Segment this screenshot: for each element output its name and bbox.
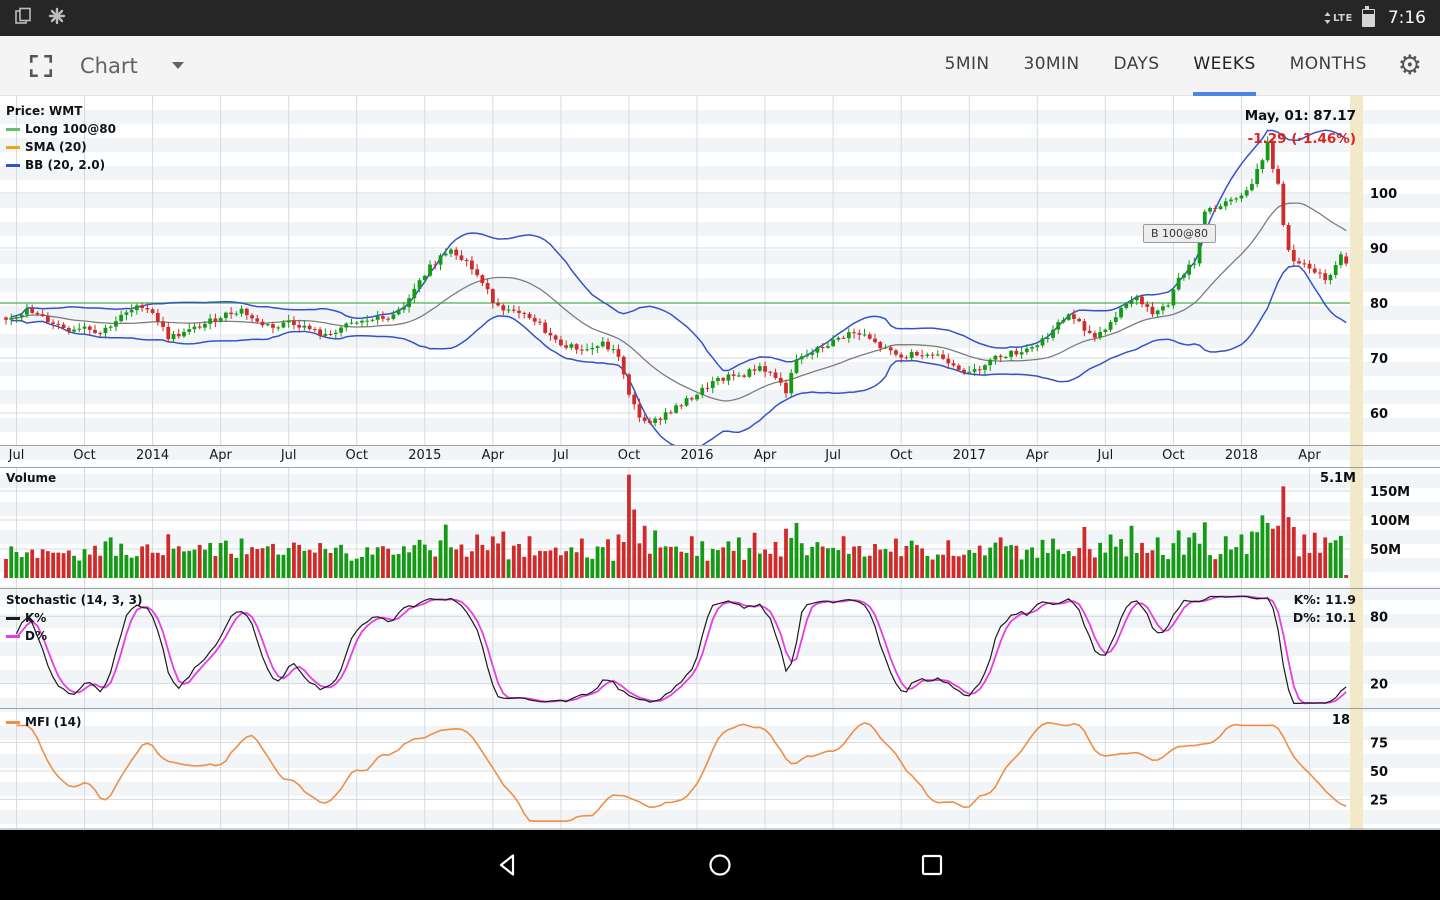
svg-text:Apr: Apr [1298, 448, 1321, 463]
android-nav-bar [0, 830, 1440, 900]
timeframe-tabs: 5MIN 30MIN DAYS WEEKS MONTHS [928, 36, 1384, 96]
stochastic-values: K%: 11.9 D%: 10.1 [1293, 591, 1356, 627]
chevron-down-icon [171, 62, 184, 69]
k-percent-value: K%: 11.9 [1293, 592, 1356, 607]
svg-text:25: 25 [1370, 794, 1388, 809]
legend-bollinger: BB (20, 2.0) [6, 156, 116, 174]
price-quote: May, 01: 87.17 -1.29 (-1.46%) [1245, 108, 1356, 147]
legend-mfi: MFI (14) [6, 713, 81, 731]
lte-signal-icon: LTE [1324, 12, 1353, 24]
svg-text:75: 75 [1370, 737, 1388, 752]
chart-canvas[interactable]: Jul Oct 2014 Apr Jul Oct 2015 Apr Jul Oct 2016 Apr J… [0, 96, 1440, 830]
nav-back-icon[interactable] [495, 852, 521, 878]
chart-type-label: Chart [80, 53, 138, 78]
svg-text:100M: 100M [1370, 514, 1410, 529]
svg-text:60: 60 [1370, 407, 1388, 422]
tab-months[interactable]: MONTHS [1289, 53, 1367, 74]
svg-text:150M: 150M [1370, 485, 1410, 500]
d-line-swatch [6, 634, 20, 638]
svg-text:Apr: Apr [482, 448, 505, 463]
legend-k-percent: K% [6, 609, 143, 627]
mfi-current-value: 18 [1331, 713, 1350, 728]
volume-pane-title: Volume [6, 471, 57, 485]
mfi-swatch [6, 720, 20, 724]
svg-text:20: 20 [1370, 678, 1388, 693]
svg-text:Oct: Oct [890, 448, 912, 463]
notification-flower-icon [48, 7, 66, 29]
chart-area: Jul Oct 2014 Apr Jul Oct 2015 Apr Jul Oct 2016 Apr J… [0, 96, 1440, 830]
battery-icon [1361, 6, 1375, 27]
mfi-legend: MFI (14) [6, 713, 81, 731]
tab-weeks[interactable]: WEEKS [1193, 36, 1256, 96]
svg-text:Jul: Jul [1097, 448, 1114, 463]
svg-text:Apr: Apr [209, 448, 232, 463]
price-legend: Price: WMT Long 100@80 SMA (20) BB (20, … [6, 102, 116, 174]
volume-current-value: 5.1M [1320, 471, 1356, 486]
price-legend-title: Price: WMT [6, 104, 83, 118]
svg-text:Jul: Jul [824, 448, 841, 463]
svg-text:Jul: Jul [280, 448, 297, 463]
svg-text:2015: 2015 [408, 448, 441, 463]
svg-text:80: 80 [1370, 297, 1388, 312]
svg-text:Apr: Apr [754, 448, 777, 463]
svg-text:Oct: Oct [1162, 448, 1184, 463]
tab-days[interactable]: DAYS [1113, 53, 1160, 74]
position-marker: B 100@80 [1143, 224, 1217, 243]
d-percent-value: D%: 10.1 [1292, 610, 1356, 625]
notification-pages-icon [14, 7, 32, 29]
chart-type-dropdown[interactable]: Chart [80, 54, 184, 78]
svg-text:70: 70 [1370, 352, 1388, 367]
svg-text:2016: 2016 [680, 448, 713, 463]
toolbar: Chart 5MIN 30MIN DAYS WEEKS MONTHS ⚙ [0, 36, 1440, 96]
nav-recents-icon[interactable] [919, 852, 945, 878]
svg-text:50: 50 [1370, 765, 1388, 780]
k-line-swatch [6, 616, 20, 620]
legend-d-percent: D% [6, 627, 143, 645]
svg-text:50M: 50M [1370, 543, 1401, 558]
svg-text:Jul: Jul [552, 448, 569, 463]
bb-swatch [6, 163, 20, 167]
quote-change: -1.29 (-1.46%) [1247, 131, 1356, 147]
nav-home-icon[interactable] [707, 852, 733, 878]
quote-date-price: May, 01: 87.17 [1244, 108, 1356, 124]
svg-text:80: 80 [1370, 610, 1388, 625]
svg-text:90: 90 [1370, 242, 1388, 257]
status-bar: LTE 7:16 [0, 0, 1440, 36]
svg-text:Oct: Oct [618, 448, 640, 463]
legend-sma: SMA (20) [6, 138, 116, 156]
settings-gear-icon[interactable]: ⚙ [1397, 50, 1422, 81]
tab-30min[interactable]: 30MIN [1023, 53, 1080, 74]
svg-text:2018: 2018 [1225, 448, 1258, 463]
svg-text:100: 100 [1370, 187, 1397, 202]
status-time: 7:16 [1387, 8, 1426, 28]
stochastic-legend: Stochastic (14, 3, 3) K% D% [6, 591, 143, 645]
fullscreen-expand-icon[interactable] [28, 53, 54, 79]
svg-text:Oct: Oct [346, 448, 368, 463]
svg-text:Oct: Oct [73, 448, 95, 463]
sma-swatch [6, 145, 20, 149]
svg-text:2017: 2017 [953, 448, 986, 463]
svg-text:2014: 2014 [136, 448, 169, 463]
stochastic-legend-title: Stochastic (14, 3, 3) [6, 593, 143, 607]
legend-long-position: Long 100@80 [6, 120, 116, 138]
svg-text:Jul: Jul [8, 448, 25, 463]
tab-5min[interactable]: 5MIN [944, 53, 990, 74]
svg-text:Apr: Apr [1026, 448, 1049, 463]
long-line-swatch [6, 127, 20, 131]
